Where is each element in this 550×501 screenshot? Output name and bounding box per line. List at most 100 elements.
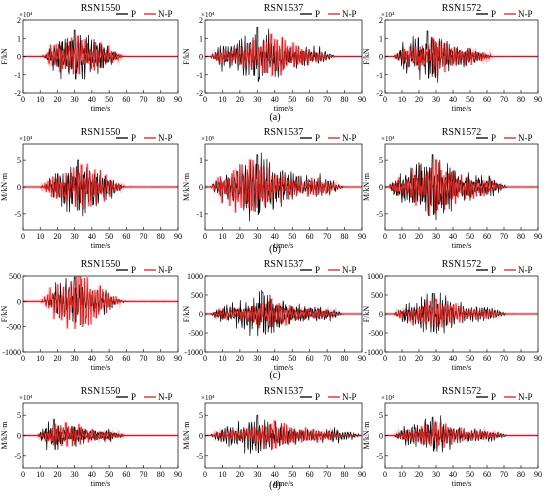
y-tick-label: 0 (199, 310, 203, 319)
x-tick-label: 40 (271, 95, 279, 104)
series-line-N-P (205, 420, 362, 450)
legend: P N-P (476, 9, 533, 19)
x-axis-label: time/s (452, 479, 472, 488)
axis-multiplier: ×10⁴ (19, 135, 33, 143)
axis-multiplier: ×10⁴ (381, 135, 395, 143)
x-tick-label: 50 (105, 470, 113, 479)
x-axis-label: time/s (91, 479, 111, 488)
series-line-P (205, 414, 362, 454)
row-caption: (b) (269, 244, 281, 255)
x-tick-label: 70 (500, 95, 508, 104)
legend-label-N-P: N-P (158, 9, 173, 19)
x-tick-label: 90 (358, 470, 366, 479)
y-tick-label: -1 (14, 71, 21, 80)
x-tick-label: 60 (483, 354, 491, 363)
x-tick-label: 40 (88, 232, 96, 241)
x-tick-label: 70 (323, 354, 331, 363)
x-axis-label: time/s (452, 241, 472, 250)
x-tick-label: 90 (174, 232, 182, 241)
y-tick-label: -1 (196, 71, 203, 80)
y-tick-label: 500 (191, 291, 203, 300)
panel-title: RSN1550 (81, 259, 120, 270)
legend-label-N-P: N-P (518, 265, 533, 275)
x-tick-label: 40 (449, 354, 457, 363)
x-tick-label: 90 (534, 95, 542, 104)
y-tick-label: 0 (17, 183, 21, 192)
axis-multiplier: ×10⁴ (201, 394, 215, 402)
axis-multiplier: ×10⁴ (381, 11, 395, 19)
y-tick-label: -2 (376, 89, 383, 98)
x-tick-label: 80 (341, 470, 349, 479)
x-tick-label: 80 (517, 470, 525, 479)
panel-title: RSN1572 (442, 386, 481, 397)
panel-title: RSN1537 (264, 259, 303, 270)
legend-label-N-P: N-P (158, 133, 173, 143)
y-tick-label: 2 (17, 16, 21, 25)
x-tick-label: 20 (236, 470, 244, 479)
legend-label-P: P (491, 9, 496, 19)
axis-multiplier: ×10⁴ (19, 11, 33, 19)
y-tick-label: -1 (376, 71, 383, 80)
y-tick-label: -1000 (2, 348, 21, 357)
x-tick-label: 10 (218, 232, 226, 241)
axis-multiplier: ×10⁴ (381, 394, 395, 402)
x-tick-label: 50 (466, 95, 474, 104)
x-tick-label: 70 (323, 470, 331, 479)
x-tick-label: 40 (449, 232, 457, 241)
panel-title: RSN1550 (81, 3, 120, 14)
x-tick-label: 0 (203, 232, 207, 241)
series-line-N-P (23, 276, 178, 330)
x-tick-label: 50 (466, 470, 474, 479)
x-axis-label: time/s (274, 104, 294, 113)
series-line-N-P (205, 159, 362, 213)
y-tick-label: 0 (17, 432, 21, 441)
x-axis-label: time/s (91, 241, 111, 250)
x-tick-label: 20 (415, 95, 423, 104)
legend: P N-P (116, 392, 173, 402)
x-tick-label: 30 (71, 232, 79, 241)
traces (23, 159, 178, 217)
x-axis-label: time/s (452, 104, 472, 113)
x-tick-label: 70 (323, 232, 331, 241)
x-tick-label: 90 (534, 354, 542, 363)
series-line-N-P (385, 422, 538, 448)
x-tick-label: 70 (140, 354, 148, 363)
legend: P N-P (116, 9, 173, 19)
y-tick-label: 1000 (187, 272, 203, 281)
x-tick-label: 10 (218, 470, 226, 479)
y-tick-label: 1 (199, 156, 203, 165)
series-line-P (205, 289, 362, 337)
series-line-N-P (385, 299, 538, 328)
y-tick-label: 0 (17, 53, 21, 62)
x-tick-label: 20 (236, 232, 244, 241)
row-caption: (a) (269, 112, 280, 123)
x-tick-label: 90 (174, 95, 182, 104)
x-tick-label: 0 (383, 470, 387, 479)
x-axis-label: time/s (274, 479, 294, 488)
x-tick-label: 20 (415, 232, 423, 241)
y-axis-label: M/kN·m (362, 172, 371, 201)
x-tick-label: 60 (122, 354, 130, 363)
traces (385, 153, 538, 221)
legend-label-P: P (131, 133, 136, 143)
x-tick-label: 50 (466, 232, 474, 241)
x-tick-label: 30 (432, 354, 440, 363)
x-tick-label: 60 (483, 470, 491, 479)
legend-label-N-P: N-P (518, 9, 533, 19)
axis-multiplier: ×10⁵ (201, 135, 215, 143)
x-axis-label: time/s (91, 104, 111, 113)
panel-title: RSN1572 (442, 259, 481, 270)
x-tick-label: 20 (415, 470, 423, 479)
legend: P N-P (300, 9, 357, 19)
panel-title: RSN1537 (264, 386, 303, 397)
axis-multiplier: ×10⁴ (19, 394, 33, 402)
axes-frame (22, 275, 179, 353)
traces (205, 26, 362, 82)
y-tick-label: 1 (199, 34, 203, 43)
traces (385, 292, 538, 334)
